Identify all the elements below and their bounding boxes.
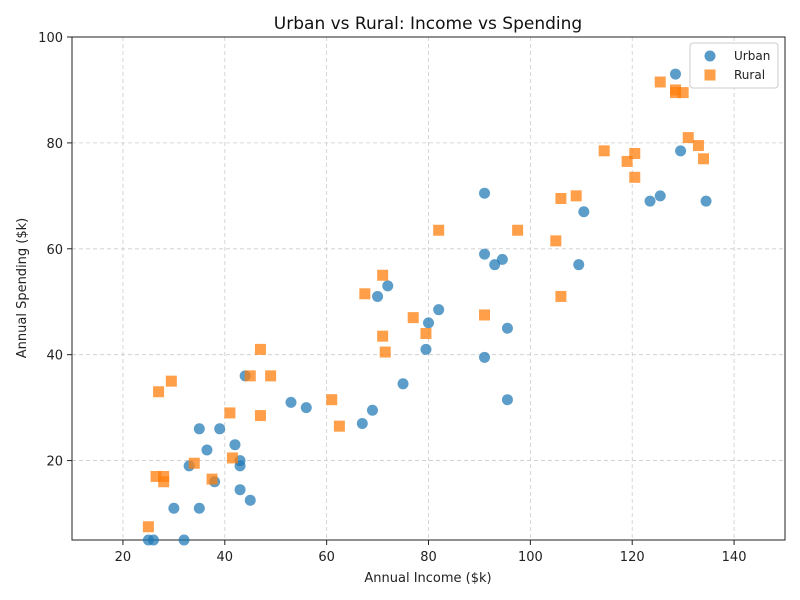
urban-point <box>382 280 394 292</box>
urban-point <box>479 187 491 199</box>
y-tick-label: 80 <box>46 137 63 152</box>
x-axis-ticks: 20 40 60 80 100 120 140 <box>115 540 747 565</box>
urban-point <box>654 190 666 202</box>
x-tick-label: 20 <box>115 550 132 565</box>
x-tick-label: 100 <box>518 550 543 565</box>
urban-point <box>372 290 384 302</box>
urban-point <box>501 322 513 334</box>
rural-point <box>555 290 567 302</box>
rural-point <box>670 87 682 99</box>
rural-point <box>570 190 582 202</box>
urban-point <box>193 502 205 514</box>
x-tick-label: 60 <box>318 550 335 565</box>
rural-point <box>598 145 610 157</box>
rural-point <box>479 309 491 321</box>
urban-point <box>420 343 432 355</box>
rural-point <box>165 375 177 387</box>
x-tick-label: 120 <box>620 550 645 565</box>
legend-marker-urban <box>704 50 716 62</box>
urban-point <box>168 502 180 514</box>
urban-point <box>578 206 590 218</box>
rural-point <box>265 370 277 382</box>
rural-point <box>379 346 391 358</box>
urban-point <box>700 195 712 207</box>
y-axis-ticks: 20 40 60 80 100 <box>38 31 72 470</box>
y-tick-label: 20 <box>46 455 63 470</box>
urban-point <box>501 394 513 406</box>
urban-point <box>244 494 256 506</box>
rural-point <box>153 386 165 398</box>
legend-label-urban: Urban <box>734 49 770 63</box>
urban-point <box>573 259 585 271</box>
urban-point <box>479 248 491 260</box>
x-tick-label: 140 <box>722 550 747 565</box>
rural-point <box>682 132 694 144</box>
rural-point <box>512 224 524 236</box>
urban-point <box>644 195 656 207</box>
urban-point <box>496 253 508 265</box>
rural-point <box>629 171 641 183</box>
urban-point <box>229 439 241 451</box>
rural-point <box>677 87 689 99</box>
rural-point <box>188 457 200 469</box>
rural-point <box>692 140 704 152</box>
urban-point <box>489 259 501 271</box>
y-tick-label: 40 <box>46 349 63 364</box>
rural-point <box>555 192 567 204</box>
urban-point <box>285 396 297 408</box>
y-tick-label: 60 <box>46 243 63 258</box>
rural-point <box>621 155 633 167</box>
x-axis-label: Annual Income ($k) <box>364 571 491 586</box>
legend-marker-rural <box>704 69 716 81</box>
x-tick-label: 80 <box>420 550 437 565</box>
rural-point <box>377 330 389 342</box>
rural-point <box>142 521 154 533</box>
urban-point <box>300 402 312 414</box>
urban-point <box>479 351 491 363</box>
urban-point <box>178 534 190 546</box>
urban-point <box>201 444 213 456</box>
data-points <box>142 68 712 546</box>
rural-point <box>244 370 256 382</box>
x-tick-label: 40 <box>217 550 234 565</box>
urban-point <box>670 68 682 80</box>
urban-point <box>214 423 226 435</box>
rural-point <box>629 147 641 159</box>
legend: Urban Rural <box>689 42 779 89</box>
urban-point <box>193 423 205 435</box>
chart-title: Urban vs Rural: Income vs Spending <box>274 14 582 34</box>
urban-point <box>356 418 368 430</box>
rural-point <box>433 224 445 236</box>
rural-point <box>698 153 710 165</box>
y-tick-label: 100 <box>38 31 63 46</box>
rural-point <box>359 288 371 300</box>
rural-point <box>254 343 266 355</box>
rural-point <box>224 407 236 419</box>
rural-point <box>407 312 419 324</box>
rural-point <box>654 76 666 88</box>
urban-point <box>423 317 434 329</box>
legend-label-rural: Rural <box>734 68 765 82</box>
rural-point <box>150 470 162 482</box>
urban-point <box>675 145 687 157</box>
rural-point <box>158 476 170 488</box>
rural-point <box>226 452 238 464</box>
rural-point <box>377 269 389 281</box>
urban-point <box>234 484 246 496</box>
rural-point <box>206 473 218 485</box>
urban-point <box>433 304 445 316</box>
rural-point <box>333 420 345 432</box>
rural-point <box>326 394 338 406</box>
urban-point <box>366 404 378 416</box>
rural-point <box>254 410 266 422</box>
y-axis-label: Annual Spending ($k) <box>15 218 30 359</box>
urban-point <box>397 378 409 390</box>
rural-point <box>550 235 562 247</box>
urban-point <box>147 534 159 546</box>
rural-point <box>420 328 432 340</box>
